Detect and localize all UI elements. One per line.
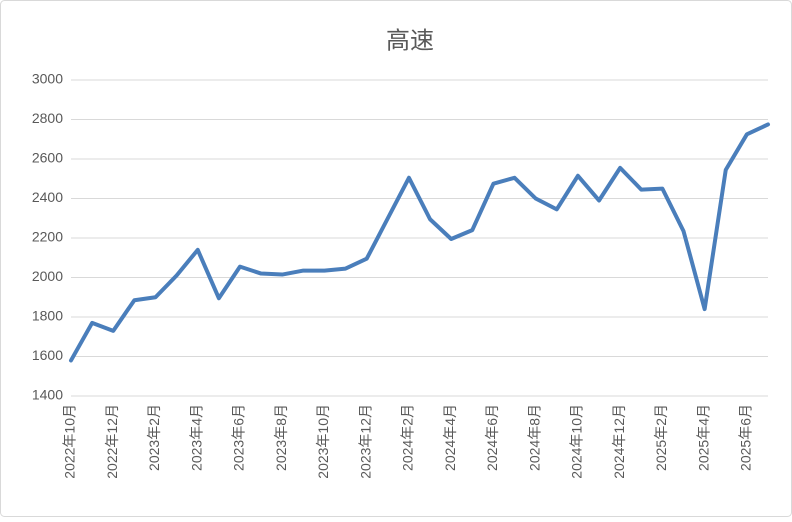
x-tick-label: 2024年4月 — [442, 404, 458, 471]
y-tick-label: 2200 — [32, 229, 63, 245]
x-tick-label: 2023年2月 — [146, 404, 162, 471]
y-tick-label: 2000 — [32, 268, 63, 284]
x-tick-label: 2023年12月 — [357, 404, 373, 479]
y-tick-label: 2400 — [32, 189, 63, 205]
chart-title: 高速 — [386, 27, 434, 54]
x-tick-label: 2025年6月 — [738, 404, 754, 471]
x-tick-label: 2024年8月 — [526, 404, 542, 471]
x-tick-label: 2023年10月 — [315, 404, 331, 479]
y-tick-label: 2600 — [32, 150, 63, 166]
x-tick-label: 2025年4月 — [695, 404, 711, 471]
x-tick-label: 2022年10月 — [62, 404, 78, 479]
y-tick-label: 1800 — [32, 308, 63, 324]
x-tick-label: 2024年10月 — [569, 404, 585, 479]
x-tick-label: 2025年2月 — [653, 404, 669, 471]
line-series — [69, 122, 770, 363]
x-tick-label: 2022年12月 — [104, 404, 120, 479]
x-tick-label: 2024年6月 — [484, 404, 500, 471]
y-tick-label: 1600 — [32, 347, 63, 363]
y-tick-label: 1400 — [32, 387, 63, 403]
x-tick-label: 2024年2月 — [400, 404, 416, 471]
x-tick-label: 2024年12月 — [611, 404, 627, 479]
x-tick-label: 2023年8月 — [273, 404, 289, 471]
x-tick-label: 2023年6月 — [231, 404, 247, 471]
y-tick-label: 2800 — [32, 110, 63, 126]
y-tick-label: 3000 — [32, 71, 63, 87]
x-tick-label: 2023年4月 — [188, 404, 204, 471]
